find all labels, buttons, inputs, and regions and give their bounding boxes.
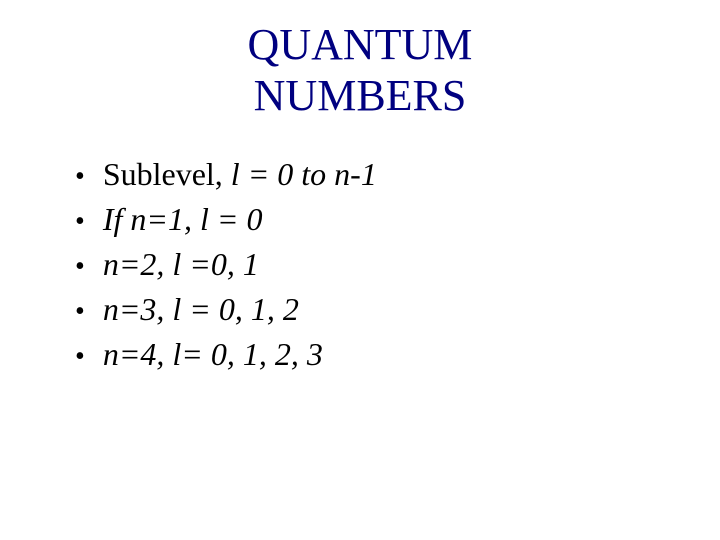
bullet-icon: • bbox=[75, 161, 85, 193]
bullet-italic: n=4, l= 0, 1, 2, 3 bbox=[103, 336, 323, 372]
list-item: • n=3, l = 0, 1, 2 bbox=[75, 291, 720, 328]
bullet-italic: l = 0 to n-1 bbox=[231, 156, 377, 192]
bullet-text: If n=1, l = 0 bbox=[103, 201, 263, 238]
bullet-text: Sublevel, l = 0 to n-1 bbox=[103, 156, 377, 193]
bullet-italic: n=2, l =0, 1 bbox=[103, 246, 259, 282]
bullet-text: n=2, l =0, 1 bbox=[103, 246, 259, 283]
bullet-text: n=3, l = 0, 1, 2 bbox=[103, 291, 299, 328]
bullet-italic: n=3, l = 0, 1, 2 bbox=[103, 291, 299, 327]
bullet-italic: If n=1, l = 0 bbox=[103, 201, 263, 237]
slide-title: QUANTUM NUMBERS bbox=[0, 20, 720, 121]
title-line-1: QUANTUM bbox=[248, 20, 473, 69]
bullet-icon: • bbox=[75, 341, 85, 373]
list-item: • n=2, l =0, 1 bbox=[75, 246, 720, 283]
title-line-2: NUMBERS bbox=[254, 71, 467, 120]
bullet-icon: • bbox=[75, 296, 85, 328]
bullet-text: n=4, l= 0, 1, 2, 3 bbox=[103, 336, 323, 373]
bullet-icon: • bbox=[75, 251, 85, 283]
bullet-list: • Sublevel, l = 0 to n-1 • If n=1, l = 0… bbox=[0, 156, 720, 373]
bullet-icon: • bbox=[75, 206, 85, 238]
list-item: • n=4, l= 0, 1, 2, 3 bbox=[75, 336, 720, 373]
bullet-prefix: Sublevel, bbox=[103, 156, 231, 192]
list-item: • If n=1, l = 0 bbox=[75, 201, 720, 238]
list-item: • Sublevel, l = 0 to n-1 bbox=[75, 156, 720, 193]
